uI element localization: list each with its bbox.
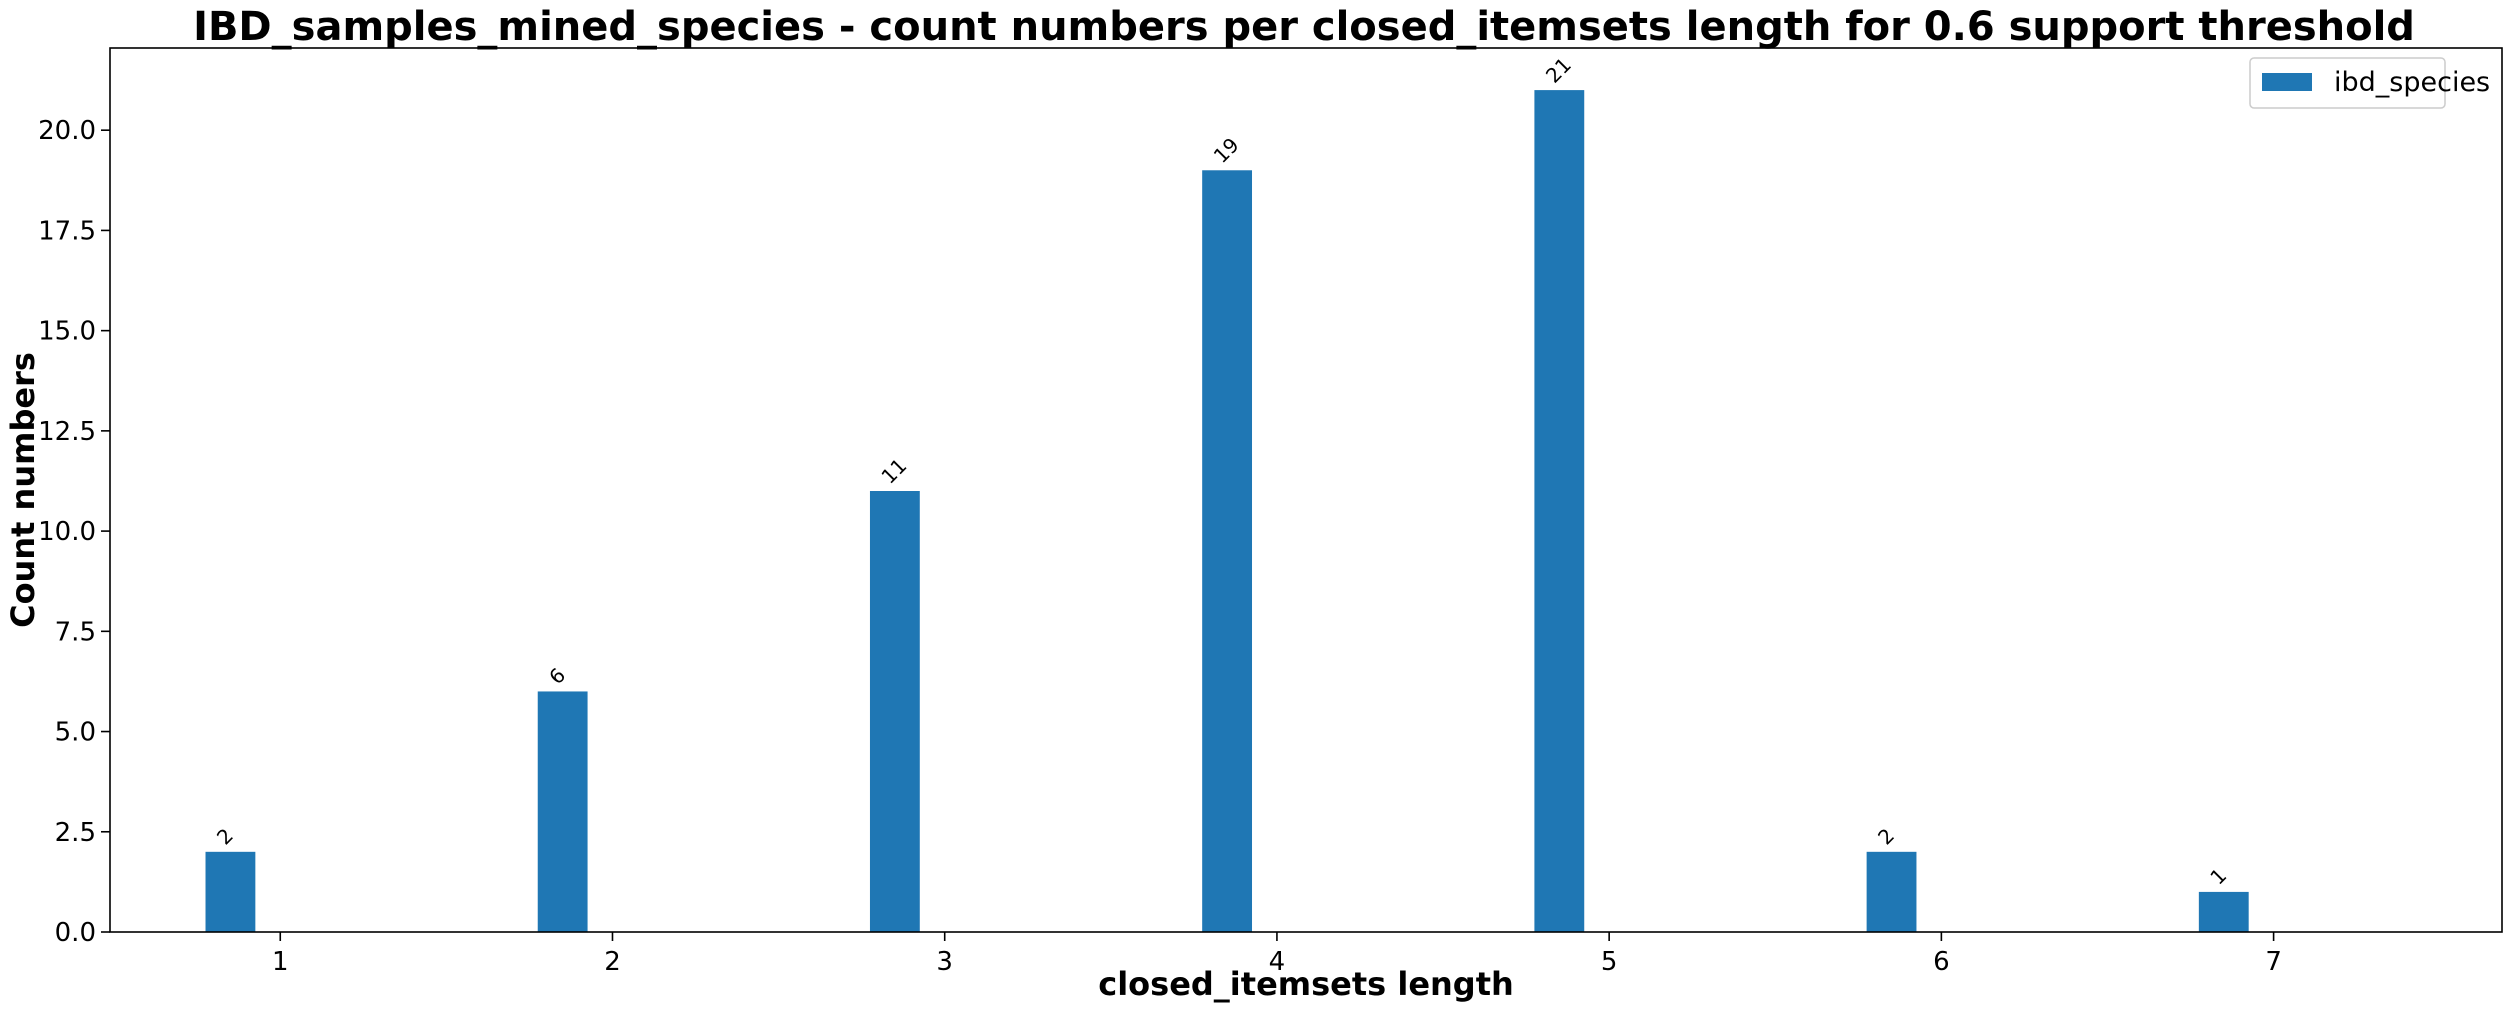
y-tick-label: 20.0: [38, 116, 96, 146]
bar-value-label: 21: [1541, 53, 1576, 88]
y-tick-label: 7.5: [55, 617, 96, 647]
bar-4: [1202, 170, 1253, 933]
bar-value-label: 19: [1209, 133, 1244, 168]
x-tick-label: 6: [1933, 947, 1950, 977]
y-tick-label: 5.0: [55, 718, 96, 748]
legend: ibd_species: [2249, 57, 2490, 109]
bar-value-label: 11: [876, 454, 911, 489]
x-tick-label: 7: [2265, 947, 2282, 977]
y-tick-label: 15.0: [38, 317, 96, 347]
y-tick-label: 2.5: [55, 818, 96, 848]
bar-value-label: 2: [212, 823, 238, 849]
y-axis-label: Count numbers: [4, 352, 42, 628]
bar-1: [205, 851, 256, 932]
bar-2: [537, 691, 588, 932]
bar-3: [869, 491, 920, 932]
bar-value-label: 1: [2205, 863, 2231, 889]
y-axis-ticks: 0.0 2.5 5.0 7.5 10.0 12.5 15.0 17.5 20.0: [38, 116, 110, 948]
x-tick-label: 2: [604, 947, 621, 977]
x-axis-label: closed_itemsets length: [1098, 965, 1514, 1003]
x-tick-label: 5: [1601, 947, 1618, 977]
legend-swatch: [2262, 73, 2312, 91]
plot-frame: [109, 47, 2503, 933]
bar-value-label: 2: [1873, 823, 1899, 849]
y-tick-label: 17.5: [38, 216, 96, 246]
y-tick-label: 10.0: [38, 517, 96, 547]
bars-group: [205, 90, 2249, 933]
bar-7: [2198, 891, 2249, 932]
x-tick-label: 4: [1269, 947, 1286, 977]
x-tick-label: 1: [272, 947, 289, 977]
bar-6: [1866, 851, 1917, 932]
x-axis-ticks: 1 2 3 4 5 6 7: [272, 932, 2282, 977]
y-tick-label: 12.5: [38, 417, 96, 447]
legend-label: ibd_species: [2334, 67, 2490, 98]
bar-value-label: 6: [544, 663, 570, 689]
bar-5: [1534, 90, 1585, 933]
chart-title: IBD_samples_mined_species - count number…: [193, 4, 2415, 50]
legend-box: [2249, 57, 2446, 109]
y-tick-label: 0.0: [55, 918, 96, 948]
x-tick-label: 3: [936, 947, 953, 977]
